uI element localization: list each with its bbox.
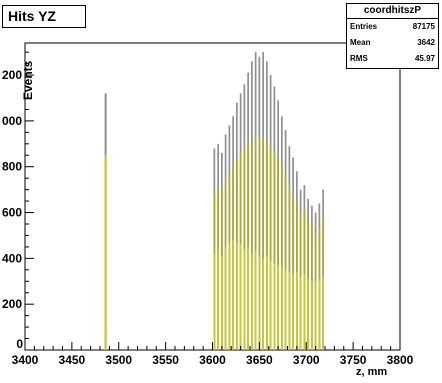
stats-value: 3642 bbox=[417, 38, 435, 47]
histogram-bar bbox=[258, 139, 261, 350]
histogram-bar bbox=[311, 281, 313, 350]
histogram-bar bbox=[314, 281, 317, 350]
stats-value: 45.97 bbox=[414, 54, 435, 63]
stats-label: RMS bbox=[350, 54, 368, 63]
histogram-bar bbox=[303, 274, 306, 350]
histogram-bar bbox=[292, 194, 294, 350]
histogram-bar bbox=[232, 240, 234, 350]
x-tick-label: 3800 bbox=[387, 353, 414, 367]
histogram-bar bbox=[318, 278, 321, 350]
stats-row-mean: Mean 3642 bbox=[347, 35, 438, 51]
x-tick-label: 3400 bbox=[12, 353, 39, 367]
histogram-bar bbox=[299, 276, 302, 350]
histogram-bar bbox=[258, 256, 261, 350]
histogram-bar bbox=[228, 242, 231, 350]
x-tick-label: 3550 bbox=[152, 353, 179, 367]
histogram-bar bbox=[269, 146, 272, 350]
y-tick-label: 800 bbox=[2, 160, 22, 174]
histogram-bar bbox=[254, 136, 257, 350]
y-tick-label: 000 bbox=[2, 114, 22, 128]
histogram-bar bbox=[273, 150, 276, 350]
histogram-bar bbox=[262, 258, 264, 350]
histogram-bar bbox=[292, 274, 294, 350]
x-tick-label: 3600 bbox=[199, 353, 226, 367]
x-tick-label: 3700 bbox=[293, 353, 320, 367]
histogram-bar bbox=[262, 136, 264, 350]
x-tick-label: 3650 bbox=[246, 353, 273, 367]
y-tick-label: 200 bbox=[2, 297, 22, 311]
histogram-bar bbox=[322, 276, 324, 350]
histogram-bar bbox=[277, 157, 279, 350]
y-tick-label: 200 bbox=[2, 68, 22, 82]
histogram-bar bbox=[273, 262, 276, 350]
histogram-bar bbox=[247, 246, 249, 350]
histogram-bar bbox=[288, 272, 291, 350]
histogram-bar bbox=[288, 185, 291, 350]
stats-histogram-name: coordhitszP bbox=[347, 4, 438, 19]
histogram-bar bbox=[251, 141, 253, 350]
histogram-bar bbox=[254, 251, 257, 350]
x-tick-label: 3500 bbox=[105, 353, 132, 367]
stats-row-rms: RMS 45.97 bbox=[347, 51, 438, 67]
histogram-bar bbox=[281, 267, 283, 350]
x-tick-label: 3750 bbox=[340, 353, 367, 367]
stats-row-entries: Entries 87175 bbox=[347, 19, 438, 35]
histogram-bar bbox=[217, 249, 219, 350]
histogram-bar bbox=[236, 242, 238, 350]
histogram-bar bbox=[284, 269, 287, 350]
stats-label: Entries bbox=[350, 22, 378, 31]
histogram-bar bbox=[281, 164, 283, 350]
chart-title: Hits YZ bbox=[2, 5, 86, 28]
y-tick-label: 400 bbox=[2, 251, 22, 265]
stats-value: 87175 bbox=[412, 22, 435, 31]
stats-label: Mean bbox=[350, 38, 371, 47]
histogram-bar bbox=[266, 256, 268, 350]
histogram-bar bbox=[221, 256, 223, 350]
histogram-bar bbox=[284, 175, 287, 350]
histogram-bar bbox=[277, 265, 279, 350]
histogram-bar bbox=[213, 253, 216, 350]
stats-box: coordhitszP Entries 87175 Mean 3642 RMS … bbox=[346, 3, 439, 69]
y-tick-label: 600 bbox=[2, 206, 22, 220]
x-axis-label: z, mm bbox=[356, 366, 388, 378]
histogram-bar bbox=[269, 260, 272, 350]
histogram-bar bbox=[251, 253, 253, 350]
histogram-bar bbox=[266, 139, 268, 350]
histogram-bar bbox=[224, 246, 227, 350]
histogram-bar bbox=[104, 155, 107, 350]
y-axis-label: Events bbox=[21, 60, 35, 100]
histogram-bar bbox=[243, 249, 246, 350]
plot-frame bbox=[24, 42, 401, 351]
histogram-bar bbox=[239, 244, 242, 350]
x-tick-label: 3450 bbox=[59, 353, 86, 367]
y-tick-label: 0 bbox=[16, 337, 23, 351]
histogram-bar bbox=[307, 278, 309, 350]
histogram-bar bbox=[296, 272, 298, 350]
